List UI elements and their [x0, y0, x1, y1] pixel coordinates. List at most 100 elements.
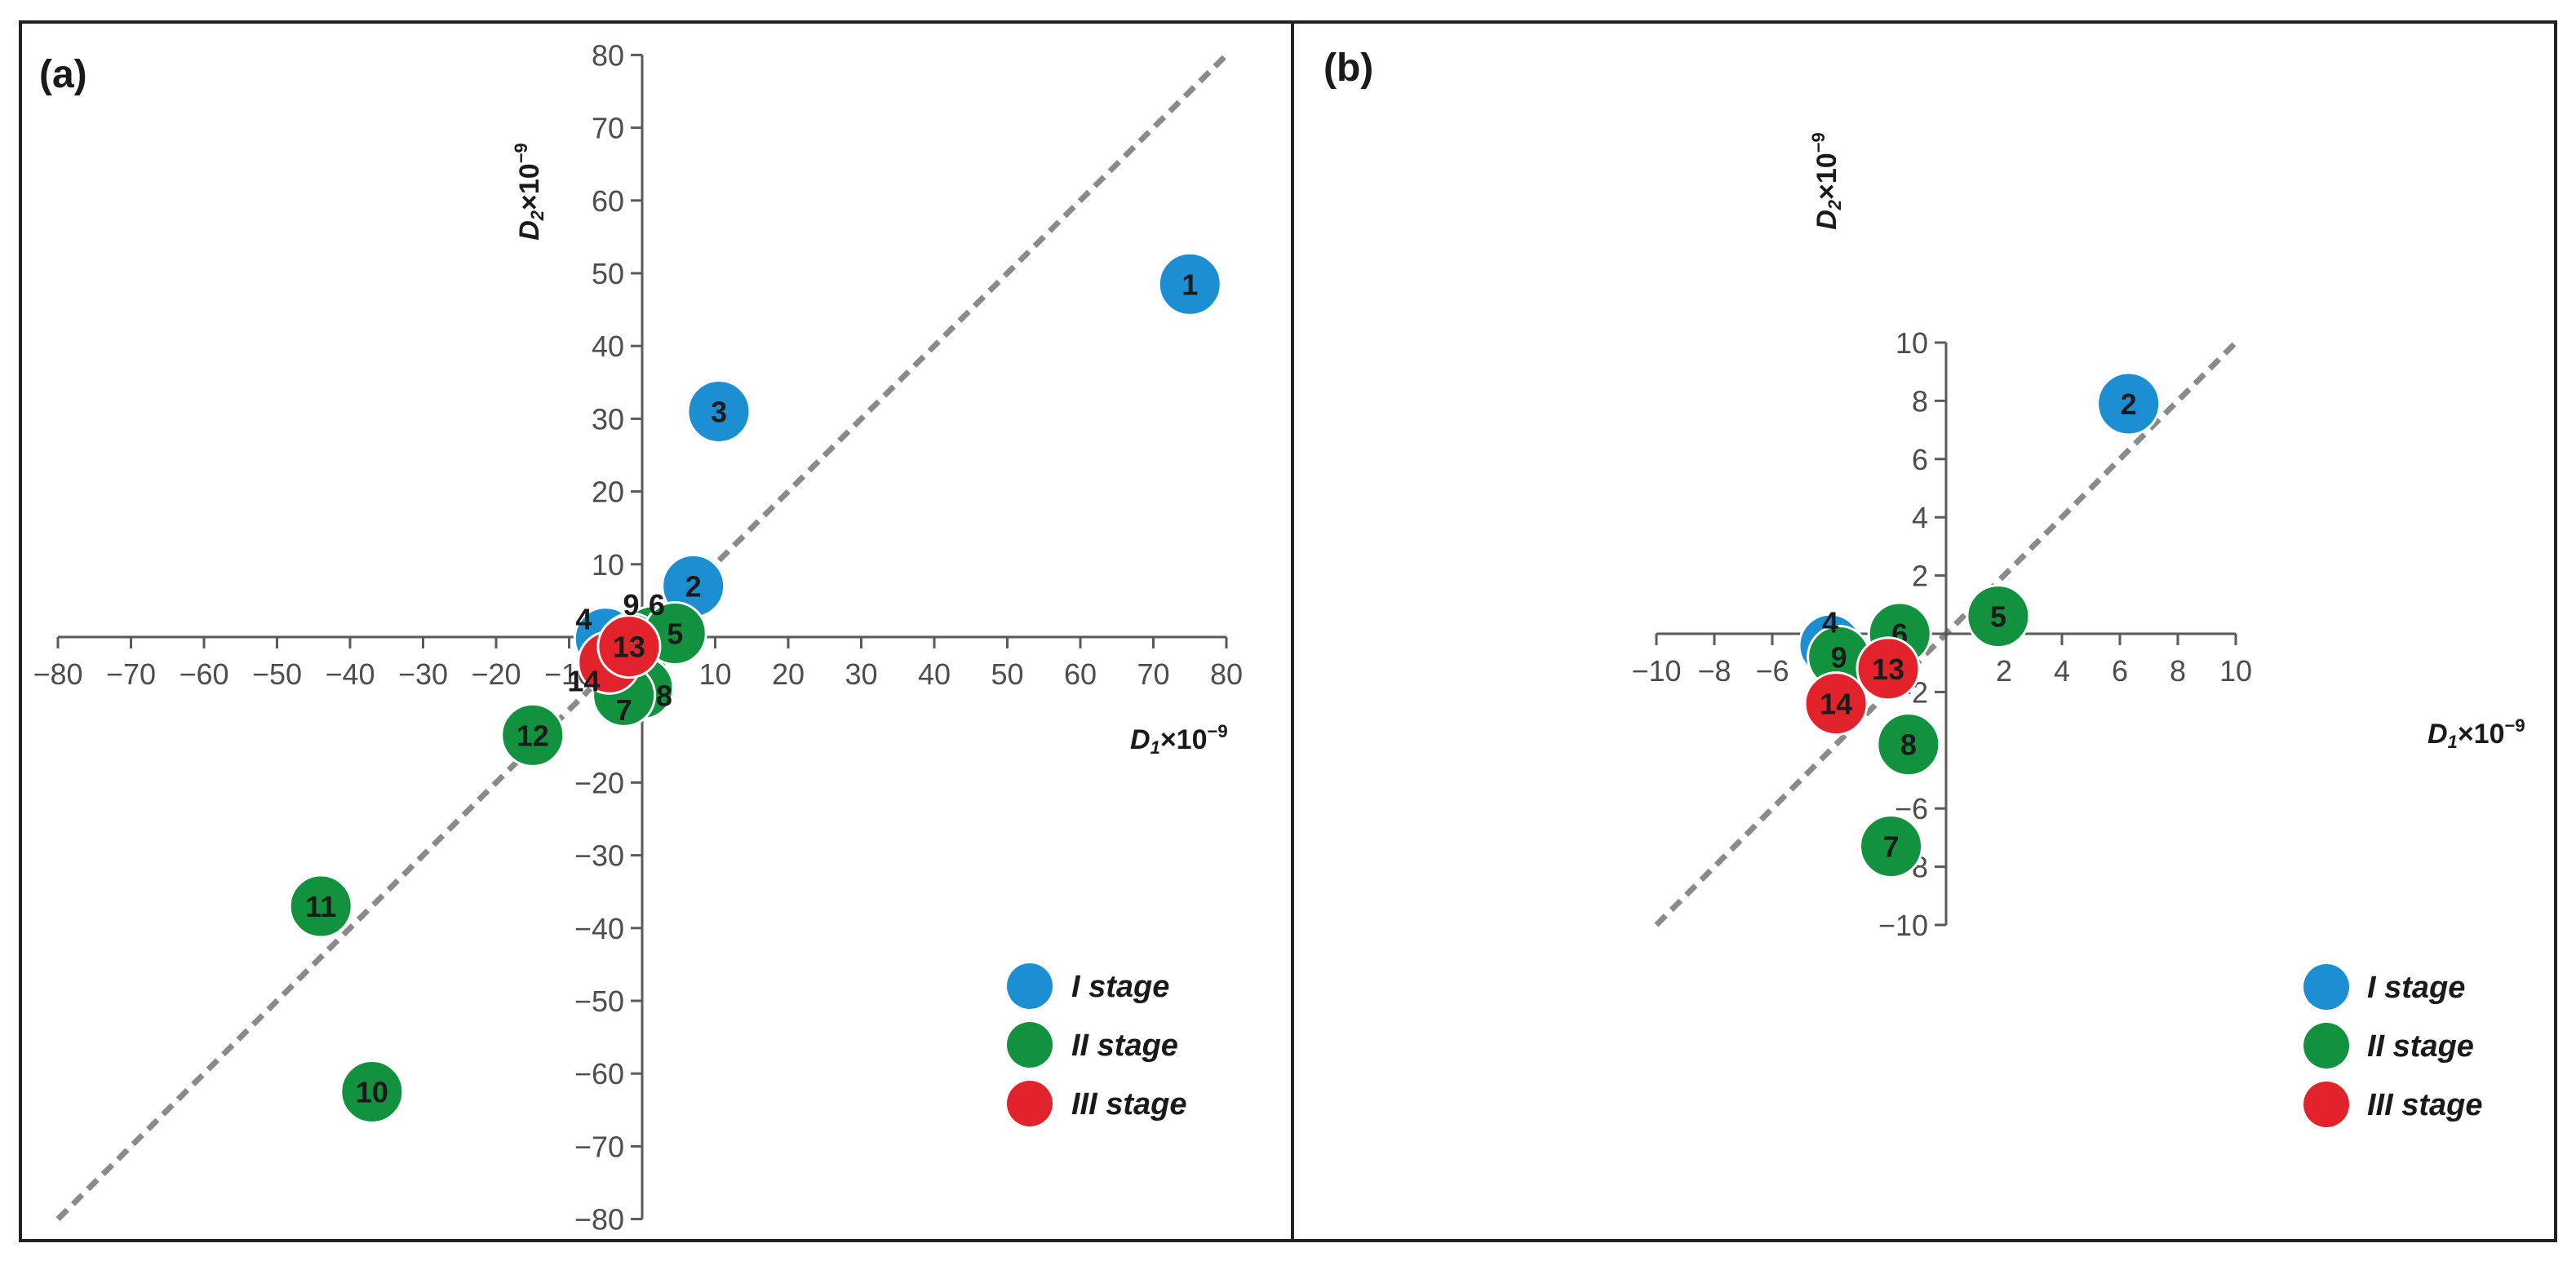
y-tick-label-a: −30: [574, 839, 624, 873]
legend-label-b: I stage: [2367, 971, 2465, 1005]
point-label-b-2: 2: [2121, 387, 2137, 421]
point-a-3: [686, 378, 752, 444]
legend-label-b: II stage: [2367, 1029, 2474, 1064]
point-label-b-5: 5: [1990, 600, 2006, 634]
point-b-14: [1803, 671, 1869, 737]
point-a-13: [596, 614, 662, 679]
panel-b: −10−8−6246810108642−2−6−8−10(b)D1×10−9D2…: [1323, 46, 2525, 1127]
callout-label-a: 6: [649, 588, 665, 622]
x-tick-label-a: 30: [845, 657, 877, 691]
y-tick-label-b: 8: [1912, 384, 1928, 418]
x-tick-label-a: 50: [991, 657, 1023, 691]
point-label-b-9: 9: [1831, 641, 1847, 675]
x-tick-label-a: −30: [398, 657, 448, 691]
point-b-13: [1856, 636, 1921, 701]
y-tick-label-a: 70: [592, 112, 624, 145]
x-tick-label-b: −10: [1631, 654, 1681, 688]
x-tick-label-a: −20: [471, 657, 521, 691]
point-a-12: [500, 702, 565, 768]
x-tick-label-a: −60: [179, 657, 228, 691]
x-tick-label-a: 40: [918, 657, 951, 691]
x-tick-label-b: 10: [2219, 654, 2252, 688]
x-tick-label-b: 6: [2112, 654, 2128, 688]
x-axis-title-b: D1×10−9: [2427, 715, 2525, 752]
x-tick-label-b: −8: [1697, 654, 1731, 688]
y-tick-label-b: −10: [1878, 909, 1928, 942]
legend-marker-b: [2303, 1082, 2349, 1127]
panel-label-b: (b): [1323, 46, 1373, 90]
y-tick-label-a: 50: [592, 257, 624, 290]
panel-a: −80 −70 −60 −50 −40 −30 −20 −10 10 20 30 40 50 60 70 80…: [33, 38, 1243, 1236]
point-label-b-7: 7: [1883, 830, 1900, 864]
callout-label-a: 9: [623, 588, 640, 622]
y-tick-label-a: 80: [592, 38, 624, 72]
point-a-10: [339, 1060, 405, 1124]
point-label-b-8: 8: [1900, 728, 1917, 762]
point-label-a-1: 1: [1182, 268, 1198, 301]
point-b-5: [1966, 584, 2031, 649]
legend-label-a: I stage: [1071, 970, 1169, 1004]
y-tick-label-a: −50: [574, 984, 624, 1018]
y-tick-label-b: 4: [1912, 501, 1928, 534]
legend-label-a: II stage: [1071, 1029, 1178, 1063]
legend-marker-a: [1007, 963, 1053, 1009]
point-b-8: [1876, 712, 1941, 777]
x-axis-title-a: D1×10−9: [1130, 721, 1228, 758]
legend-label-a: III stage: [1071, 1087, 1187, 1122]
x-tick-label-a: 10: [698, 657, 731, 691]
point-label-a-5: 5: [667, 617, 683, 651]
callout-label-b: 4: [1822, 606, 1838, 639]
callout-label-a: 8: [656, 679, 672, 712]
legend-marker-a: [1007, 1081, 1053, 1126]
legend-marker-b: [2303, 964, 2349, 1010]
legend-marker-a: [1007, 1022, 1053, 1068]
point-label-a-11: 11: [305, 890, 336, 923]
y-tick-label-a: 60: [592, 184, 624, 218]
callout-label-a: 4: [575, 603, 592, 636]
point-a-11: [288, 874, 353, 939]
x-tick-label-a: −80: [33, 657, 82, 691]
y-axis-title-a: D2×10−9: [511, 143, 548, 241]
point-label-a-12: 12: [517, 719, 549, 752]
point-label-a-2: 2: [685, 570, 702, 604]
legend-marker-b: [2303, 1023, 2349, 1069]
y-tick-label-a: 20: [592, 476, 624, 509]
point-label-a-3: 3: [711, 395, 727, 428]
y-tick-label-a: −40: [574, 912, 624, 945]
x-tick-label-a: −70: [106, 657, 156, 691]
x-tick-label-a: 70: [1137, 657, 1169, 691]
x-tick-label-b: 2: [1996, 654, 2012, 688]
point-label-b-14: 14: [1820, 688, 1852, 721]
legend-label-b: III stage: [2367, 1088, 2483, 1122]
point-label-a-13: 13: [613, 630, 645, 664]
x-tick-label-b: 8: [2170, 654, 2186, 688]
x-tick-label-b: 4: [2054, 654, 2070, 688]
y-tick-label-b: 2: [1912, 560, 1928, 593]
x-tick-label-a: −40: [325, 657, 375, 691]
y-tick-label-b: 6: [1912, 443, 1928, 476]
y-tick-label-a: −20: [574, 766, 624, 799]
point-label-a-10: 10: [356, 1076, 388, 1109]
y-tick-label-a: 40: [592, 330, 624, 363]
x-tick-label-a: 80: [1210, 657, 1243, 691]
panel-label-a: (a): [39, 53, 87, 96]
x-tick-label-a: −50: [252, 657, 302, 691]
y-tick-label-a: −70: [574, 1130, 624, 1163]
y-tick-label-a: −80: [574, 1203, 624, 1237]
point-a-1: [1157, 251, 1222, 316]
y-tick-label-a: 30: [592, 402, 624, 436]
x-tick-label-a: 60: [1064, 657, 1097, 691]
x-tick-label-b: −6: [1755, 654, 1789, 688]
y-tick-label-a: −60: [574, 1057, 624, 1091]
y-tick-label-a: 10: [592, 548, 624, 582]
callout-label-a: 14: [567, 665, 600, 698]
callout-label-a: 7: [616, 693, 632, 727]
y-tick-label-b: 10: [1895, 326, 1928, 360]
y-axis-title-b: D2×10−9: [1808, 132, 1845, 230]
point-label-b-13: 13: [1872, 653, 1904, 686]
x-tick-label-a: 20: [772, 657, 805, 691]
figure-border: [19, 20, 2557, 1242]
point-b-2: [2096, 371, 2161, 436]
